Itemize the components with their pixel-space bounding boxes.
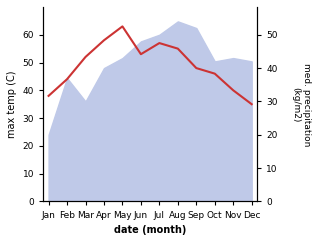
Y-axis label: med. precipitation
(kg/m2): med. precipitation (kg/m2) — [292, 62, 311, 146]
X-axis label: date (month): date (month) — [114, 225, 186, 235]
Y-axis label: max temp (C): max temp (C) — [7, 70, 17, 138]
